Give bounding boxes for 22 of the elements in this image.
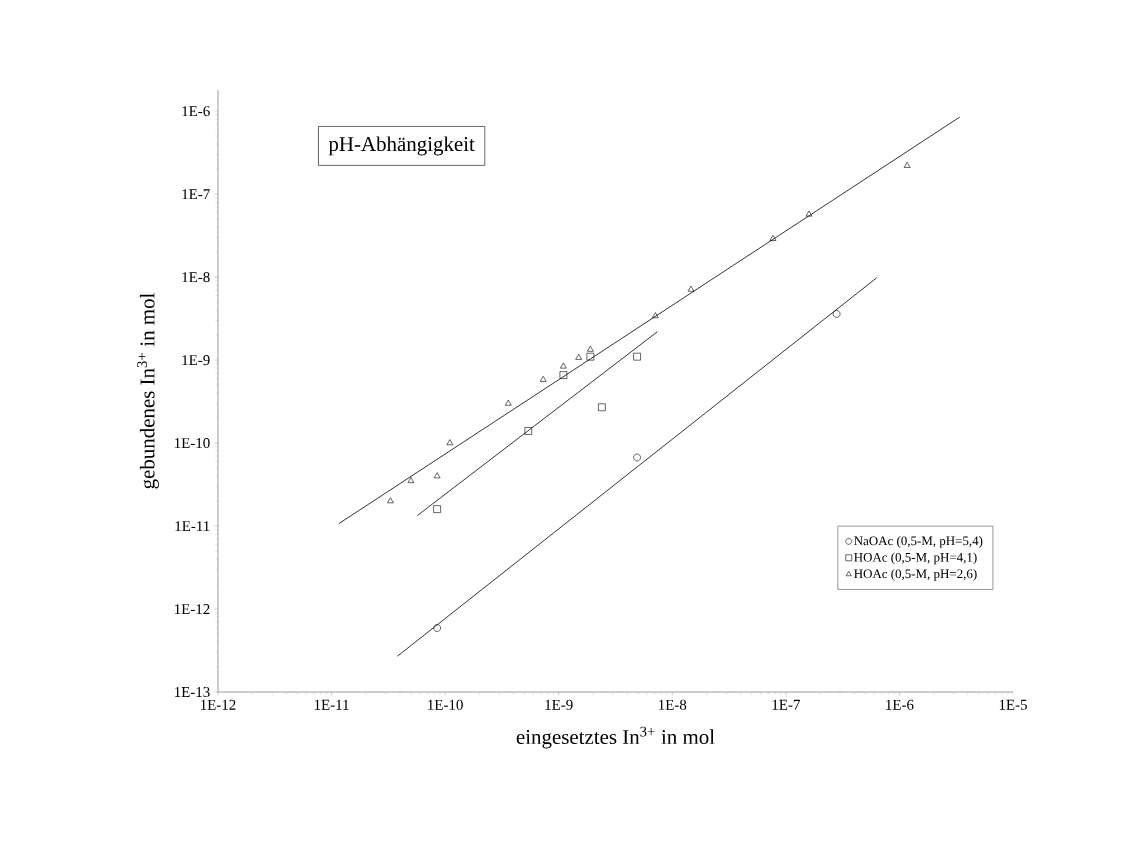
x-tick-label: 1E-8: [659, 699, 687, 710]
y-tick-label: 1E-9: [182, 355, 210, 366]
x-tick-label: 1E-7: [772, 699, 800, 710]
legend-label: NaOAc (0,5-M, pH=5,4): [854, 536, 983, 548]
y-tick-label: 1E-6: [182, 106, 210, 117]
x-tick-label: 1E-11: [314, 699, 349, 710]
y-tick-label: 1E-8: [182, 272, 210, 283]
x-tick-label: 1E-6: [886, 699, 914, 710]
x-tick-label: 1E-10: [428, 699, 463, 710]
y-axis-title: gebundenes In$^{3+}$ in mol: [137, 293, 159, 489]
y-tick-label: 1E-13: [175, 687, 210, 698]
x-axis-title: eingesetztes In$^{3+}$ in mol: [516, 726, 715, 749]
x-tick-label: 1E-9: [545, 699, 573, 710]
y-tick-label: 1E-11: [175, 521, 210, 531]
y-tick-label: 1E-7: [182, 189, 210, 200]
x-tick-label: 1E-12: [201, 699, 236, 710]
text: pH-Abhängigkeit: [328, 136, 475, 156]
legend-label: HOAc (0,5-M, pH=4,1): [854, 552, 977, 565]
legend-label: HOAc (0,5-M, pH=2,6): [854, 569, 977, 581]
y-tick-label: 1E-10: [175, 438, 210, 449]
y-tick-label: 1E-12: [175, 604, 210, 614]
x-tick-label: 1E-5: [999, 699, 1027, 710]
